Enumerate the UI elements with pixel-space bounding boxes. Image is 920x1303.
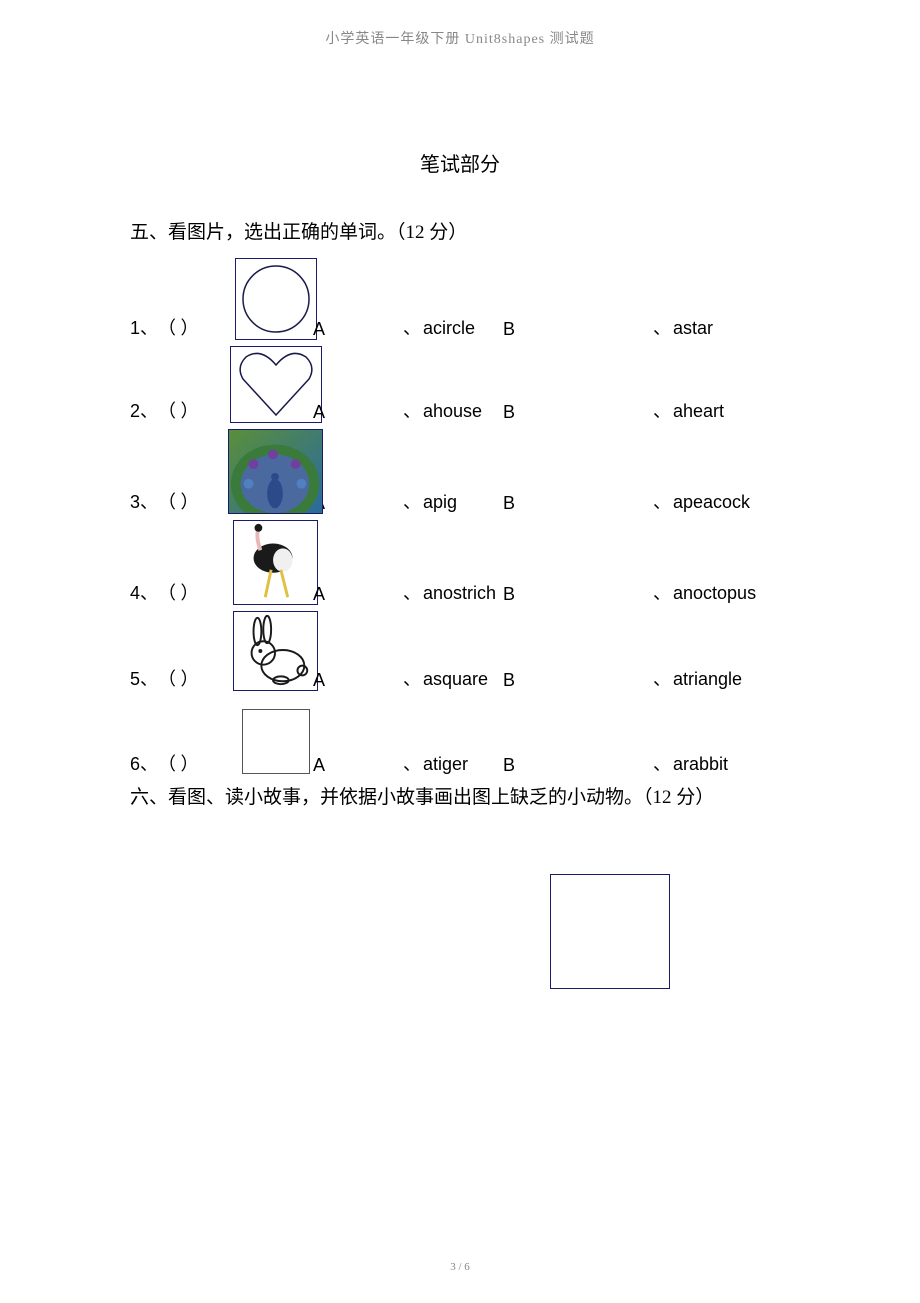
q3-num: 3、 (130, 488, 158, 514)
question-row-3: 3、 （ ） A 、apig B 、apeacock (130, 429, 790, 514)
square-icon (242, 709, 310, 774)
q3-image (228, 429, 323, 514)
question-row-6: 6、 （ ） A 、atiger B 、arabbit (130, 709, 790, 776)
q2-b-label: B (503, 402, 603, 423)
header-text: 小学英语一年级下册 Unit8shapes 测试题 (325, 32, 594, 47)
page-header: 小学英语一年级下册 Unit8shapes 测试题 (0, 0, 920, 48)
q1-a-label: A (313, 319, 333, 340)
q1-image (228, 258, 323, 340)
q1-paren[interactable]: （ ） (158, 314, 228, 340)
q4-opt-b: 、anoctopus (603, 579, 756, 605)
heart-icon (231, 347, 321, 422)
ostrich-icon (233, 520, 318, 605)
question-row-4: 4、 （ ） A 、anostrich B 、anoctopus (130, 520, 790, 605)
story-drawing-box[interactable] (550, 874, 670, 989)
circle-icon (236, 259, 316, 339)
q3-b-label: B (503, 493, 603, 514)
rabbit-icon (233, 611, 318, 691)
q5-a-label: A (313, 670, 333, 691)
q6-a-label: A (313, 755, 333, 776)
question-row-2: 2、 （ ） A 、ahouse B 、aheart (130, 346, 790, 423)
question-row-5: 5、 （ ） A 、asquare B 、atriangle (130, 611, 790, 691)
q4-opt-a: 、anostrich (333, 579, 503, 605)
q3-paren[interactable]: （ ） (158, 488, 228, 514)
question-row-1: 1、 （ ） A 、acircle B 、astar (130, 258, 790, 340)
q6-opt-b: 、arabbit (603, 750, 728, 776)
q4-num: 4、 (130, 579, 158, 605)
q3-opt-b: 、apeacock (603, 488, 750, 514)
q2-opt-a: 、ahouse (333, 397, 503, 423)
q5-num: 5、 (130, 665, 158, 691)
q2-a-label: A (313, 402, 333, 423)
peacock-icon (228, 429, 323, 514)
q4-a-label: A (313, 584, 333, 605)
q6-b-label: B (503, 755, 603, 776)
q1-num: 1、 (130, 314, 158, 340)
q6-num: 6、 (130, 750, 158, 776)
q6-opt-a: 、atiger (333, 750, 503, 776)
q5-b-label: B (503, 670, 603, 691)
q5-opt-b: 、atriangle (603, 665, 742, 691)
q5-opt-a: 、asquare (333, 665, 503, 691)
q5-image (228, 611, 323, 691)
q2-opt-b: 、aheart (603, 397, 724, 423)
content-area: 笔试部分 五、看图片，选出正确的单词。（12 分） 1、 （ ） A 、acir… (0, 48, 920, 989)
section6-instruction: 六、看图、读小故事，并依据小故事画出图上缺乏的小动物。（12 分） (130, 782, 790, 809)
q6-image (228, 709, 323, 776)
section-title: 笔试部分 (130, 148, 790, 177)
q4-b-label: B (503, 584, 603, 605)
q1-b-label: B (503, 319, 603, 340)
section5-instruction: 五、看图片，选出正确的单词。（12 分） (130, 217, 790, 244)
q1-opt-a: 、acircle (333, 314, 503, 340)
q2-paren[interactable]: （ ） (158, 397, 228, 423)
q6-paren[interactable]: （ ） (158, 750, 228, 776)
q2-image (228, 346, 323, 423)
page-footer: 3 / 6 (0, 1261, 920, 1273)
q1-opt-b: 、astar (603, 314, 713, 340)
page-number: 3 / 6 (450, 1261, 470, 1273)
q2-num: 2、 (130, 397, 158, 423)
q5-paren[interactable]: （ ） (158, 665, 228, 691)
q4-paren[interactable]: （ ） (158, 579, 228, 605)
q4-image (228, 520, 323, 605)
q3-opt-a: 、apig (333, 488, 503, 514)
